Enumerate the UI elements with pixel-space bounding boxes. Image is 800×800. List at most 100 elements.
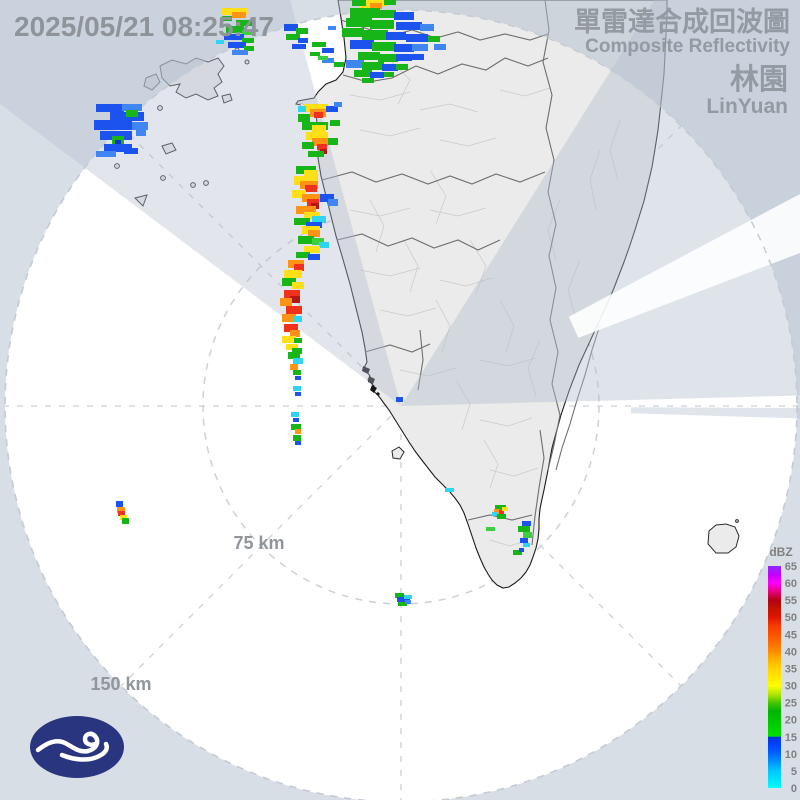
radar-echo-cell <box>358 52 380 60</box>
radar-echo-cell <box>346 18 372 27</box>
radar-echo-cell <box>294 264 304 271</box>
radar-echo-cell <box>298 106 306 112</box>
radar-echo-cell <box>318 56 328 60</box>
radar-echo-cell <box>228 42 246 48</box>
radar-echo-cell <box>132 122 148 130</box>
radar-echo-cell <box>296 28 308 34</box>
colorbar-tick: 65 <box>785 561 797 573</box>
radar-echo-cell <box>304 246 320 253</box>
radial-line <box>400 405 682 687</box>
colorbar-tick: 50 <box>785 612 797 624</box>
radar-echo-cell <box>293 386 301 391</box>
radar-echo-cell <box>232 12 246 18</box>
colorbar-tick: 35 <box>785 663 797 675</box>
radar-echo-cell <box>291 424 301 430</box>
radar-echo-cell <box>302 194 320 202</box>
radar-echo-cell <box>282 278 296 286</box>
radar-echo-cell <box>334 102 342 107</box>
radar-echo-cell <box>386 32 406 40</box>
radar-echo-cell <box>294 176 318 185</box>
radar-echo-cell <box>302 142 314 149</box>
radar-echo-cell <box>396 64 408 70</box>
radar-echo-cell <box>284 324 298 332</box>
radar-echo-cell <box>282 314 296 322</box>
radar-echo-cell <box>312 42 326 47</box>
radar-echo-cell <box>308 254 320 260</box>
radar-echo-cell <box>286 306 302 314</box>
radar-echo-cell <box>502 507 508 511</box>
colorbar-gradient-bar <box>768 566 781 788</box>
radar-echo-cell <box>486 527 495 531</box>
radar-echo-layer <box>94 0 532 606</box>
radar-echo-cell <box>224 34 244 40</box>
radar-echo-cell <box>354 70 372 77</box>
radar-echo-cell <box>284 290 300 299</box>
radar-echo-cell <box>222 16 232 21</box>
station-name-chinese: 林園 <box>730 63 788 96</box>
radar-echo-cell <box>352 0 366 6</box>
radial-line <box>120 405 402 687</box>
radar-echo-cell <box>122 104 142 111</box>
radar-echo-cell <box>405 600 411 604</box>
radar-echo-cell <box>292 348 302 354</box>
radar-echo-cell <box>284 24 298 31</box>
radar-echo-cell <box>370 20 394 29</box>
title-english: Composite Reflectivity <box>585 36 790 57</box>
radar-echo-cell <box>394 44 414 52</box>
township-boundaries <box>349 59 621 547</box>
radar-echo-cell <box>398 602 407 606</box>
radar-echo-cell <box>115 140 121 145</box>
radar-echo-cell <box>306 222 322 228</box>
colorbar-tick: 5 <box>791 766 797 778</box>
radar-echo-cell <box>350 40 374 49</box>
radar-echo-cell <box>308 151 324 157</box>
colorbar-tick: 20 <box>785 715 797 727</box>
radar-echo-cell <box>445 488 454 492</box>
radar-echo-cell <box>295 429 301 434</box>
radar-echo-cell <box>122 518 129 524</box>
radar-echo-cell <box>523 543 530 547</box>
radar-echo-cell <box>346 60 364 68</box>
colorbar-tick: 60 <box>785 578 797 590</box>
lanyu-island <box>707 519 740 554</box>
radar-echo-cell <box>291 412 299 417</box>
radar-echo-cell <box>494 509 500 514</box>
radar-echo-cell <box>305 185 317 192</box>
colorbar-title: dBZ <box>769 545 792 559</box>
colorbar-tick: 40 <box>785 646 797 658</box>
radar-echo-cell <box>397 597 410 602</box>
radar-echo-cell <box>434 44 446 50</box>
radar-echo-cell <box>312 138 328 146</box>
radar-echo-cell <box>118 511 125 516</box>
radar-echo-cell <box>304 170 318 177</box>
colorbar-tick: 30 <box>785 681 797 693</box>
range-ring-150km <box>4 9 798 800</box>
radar-echo-cell <box>317 144 327 150</box>
blocked-wedge-east-thin <box>631 407 800 419</box>
radar-echo-cell <box>312 125 326 132</box>
radar-echo-cell <box>136 130 146 136</box>
title-chinese: 單雷達合成回波圖 <box>574 6 790 37</box>
radar-echo-cell <box>326 106 338 112</box>
radar-echo-cell <box>286 344 298 350</box>
radar-echo-cell <box>404 595 412 599</box>
radar-echo-cell <box>294 316 302 322</box>
radar-echo-cell <box>293 358 303 364</box>
radar-echo-cell <box>310 52 320 56</box>
xiaoliuqiu-island <box>391 446 405 460</box>
radar-echo-cell <box>292 44 306 49</box>
beam-gap-white-band <box>568 194 800 338</box>
radar-echo-cell <box>312 238 324 245</box>
radar-echo-cell <box>322 58 334 63</box>
radar-echo-cell <box>236 20 252 26</box>
radar-echo-cell <box>523 532 532 538</box>
radar-echo-cell <box>370 3 382 9</box>
radar-echo-cell <box>295 392 301 396</box>
colorbar-tick: 55 <box>785 595 797 607</box>
radar-echo-cell <box>100 131 132 140</box>
range-label-150km: 150 km <box>90 674 151 694</box>
radar-echo-cell <box>126 110 138 117</box>
radar-echo-cell <box>292 190 306 198</box>
